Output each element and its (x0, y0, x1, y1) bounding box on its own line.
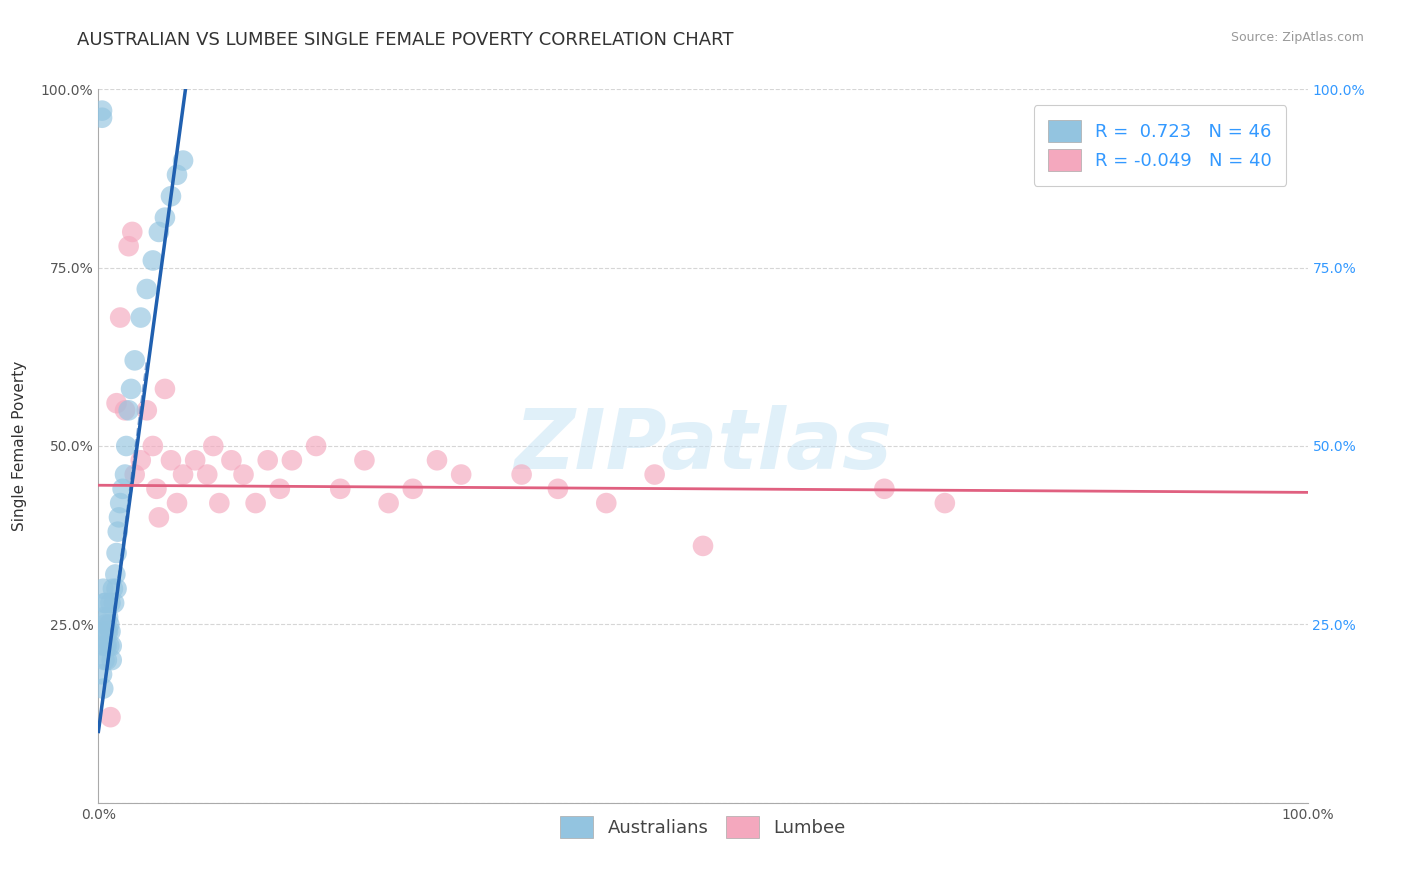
Point (142, 253, 165, 268)
Point (202, 439, 225, 453)
Point (166, 496, 188, 510)
Point (93, 653, 115, 667)
Point (91, 582, 114, 596)
Point (105, 546, 128, 560)
Point (692, 539, 714, 553)
Point (96, 624, 118, 639)
Point (114, 467, 136, 482)
Point (353, 453, 375, 467)
Text: AUSTRALIAN VS LUMBEE SINGLE FEMALE POVERTY CORRELATION CHART: AUSTRALIAN VS LUMBEE SINGLE FEMALE POVER… (77, 31, 734, 49)
Point (329, 482, 352, 496)
Point (108, 510, 131, 524)
Point (221, 453, 243, 467)
Point (195, 467, 218, 482)
Point (120, 382, 142, 396)
Point (124, 353, 146, 368)
Point (108, 310, 131, 325)
Point (101, 582, 124, 596)
Point (450, 467, 472, 482)
Y-axis label: Single Female Poverty: Single Female Poverty (13, 361, 27, 531)
Point (145, 482, 167, 496)
Point (93, 596, 115, 610)
Point (108, 496, 131, 510)
Point (94, 617, 117, 632)
Point (91, 639, 114, 653)
Point (91, 111, 114, 125)
Text: Source: ZipAtlas.com: Source: ZipAtlas.com (1230, 31, 1364, 45)
Point (91, 103, 114, 118)
Point (377, 496, 399, 510)
Point (245, 496, 267, 510)
Point (510, 467, 533, 482)
Point (208, 496, 231, 510)
Point (644, 467, 666, 482)
Point (166, 168, 188, 182)
Text: ZIPatlas: ZIPatlas (515, 406, 891, 486)
Point (91, 681, 114, 696)
Point (281, 453, 304, 467)
Point (135, 282, 157, 296)
Point (256, 453, 278, 467)
Point (105, 396, 128, 410)
Point (107, 524, 129, 539)
Point (934, 496, 956, 510)
Point (103, 596, 125, 610)
Point (100, 710, 122, 724)
Point (426, 453, 449, 467)
Point (100, 624, 122, 639)
Point (105, 582, 128, 596)
Point (114, 403, 136, 417)
Point (402, 482, 425, 496)
Point (135, 403, 157, 417)
Point (153, 211, 176, 225)
Point (873, 482, 896, 496)
Point (98, 617, 121, 632)
Point (118, 403, 141, 417)
Point (124, 467, 146, 482)
Point (104, 567, 127, 582)
Point (93, 624, 115, 639)
Point (129, 453, 152, 467)
Point (160, 189, 183, 203)
Point (100, 639, 122, 653)
Point (91, 610, 114, 624)
Point (94, 639, 117, 653)
Point (96, 639, 118, 653)
Point (547, 482, 569, 496)
Point (148, 510, 170, 524)
Point (118, 239, 141, 253)
Point (153, 382, 176, 396)
Point (305, 439, 328, 453)
Point (115, 439, 138, 453)
Point (100, 596, 122, 610)
Point (129, 310, 152, 325)
Point (96, 653, 118, 667)
Point (100, 653, 122, 667)
Point (148, 225, 170, 239)
Point (172, 467, 194, 482)
Point (98, 639, 121, 653)
Point (595, 496, 617, 510)
Point (269, 482, 291, 496)
Legend: Australians, Lumbee: Australians, Lumbee (553, 809, 853, 845)
Point (232, 467, 254, 482)
Point (111, 482, 134, 496)
Point (97, 624, 120, 639)
Point (184, 453, 207, 467)
Point (97, 610, 120, 624)
Point (172, 153, 194, 168)
Point (142, 439, 165, 453)
Point (91, 667, 114, 681)
Point (94, 596, 117, 610)
Point (121, 225, 143, 239)
Point (160, 453, 183, 467)
